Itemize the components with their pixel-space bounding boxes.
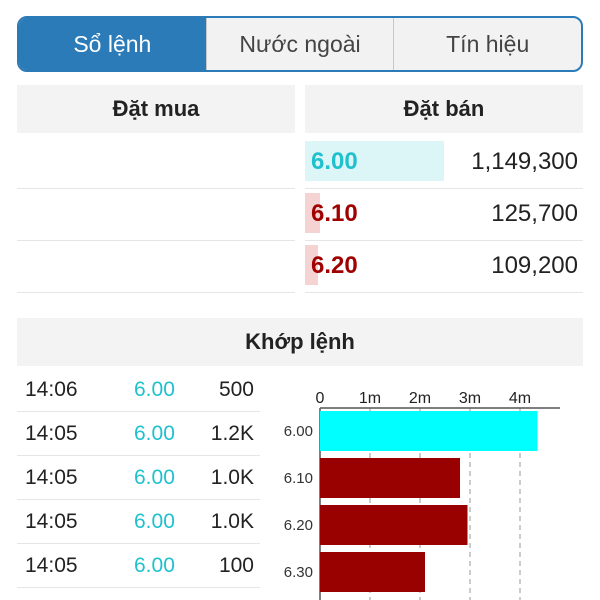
x-tick-label: 1m (359, 390, 381, 407)
trade-row: 14:05 6.00 100 (17, 544, 260, 588)
trade-row: 14:05 6.00 1.0K (17, 500, 260, 544)
sell-volume-bar (305, 193, 321, 233)
trade-row: 14:05 6.00 1.0K (17, 456, 260, 500)
chart-bar (320, 411, 538, 451)
trade-price: 6.00 (134, 466, 175, 489)
tab-bar: Sổ lệnh Nước ngoài Tín hiệu (17, 16, 583, 72)
sell-volume: 1,149,300 (471, 148, 578, 175)
x-tick-label: 4m (509, 390, 531, 407)
trade-price: 6.00 (134, 422, 175, 445)
trade-time: 14:05 (25, 422, 78, 445)
trade-price: 6.00 (134, 510, 175, 533)
matched-orders-header: Khớp lệnh (17, 318, 583, 366)
trade-volume: 1.0K (210, 510, 254, 533)
sell-order-row: 6.00 1,149,300 (305, 137, 583, 189)
chart-bar (320, 458, 460, 498)
y-tick-label: 6.20 (284, 517, 313, 534)
sell-volume-bar (305, 245, 319, 285)
sell-price: 6.10 (311, 200, 358, 227)
trade-volume: 1.0K (210, 466, 254, 489)
trade-price: 6.00 (134, 378, 175, 401)
trade-price: 6.00 (134, 554, 175, 577)
trade-row: 14:05 6.00 1.2K (17, 412, 260, 456)
x-tick-label: 0 (316, 390, 325, 407)
sell-order-row: 6.10 125,700 (305, 189, 583, 241)
x-tick-label: 3m (459, 390, 481, 407)
buy-order-row (17, 241, 295, 293)
chart-bar (320, 505, 468, 545)
sell-price: 6.20 (311, 252, 358, 279)
y-tick-label: 6.00 (284, 423, 313, 440)
sell-order-row: 6.20 109,200 (305, 241, 583, 293)
sell-orders-header: Đặt bán (305, 85, 583, 133)
buy-order-row (17, 189, 295, 241)
volume-by-price-chart: 0 1m 2m 3m 4m 6.00 6.10 6.20 6.30 (284, 390, 560, 600)
x-tick-label: 2m (409, 390, 431, 407)
trade-row: 14:06 6.00 500 (17, 368, 260, 412)
trade-volume: 100 (218, 554, 254, 577)
trade-time: 14:05 (25, 510, 78, 533)
sell-volume: 125,700 (491, 200, 578, 227)
y-tick-label: 6.30 (284, 564, 313, 581)
trade-time: 14:05 (25, 554, 78, 577)
y-tick-label: 6.10 (284, 470, 313, 487)
buy-order-row (17, 137, 295, 189)
trade-volume: 500 (218, 378, 254, 401)
trade-time: 14:06 (25, 378, 78, 401)
buy-orders-header: Đặt mua (17, 85, 295, 133)
trade-time: 14:05 (25, 466, 78, 489)
sell-volume-bar (305, 141, 444, 181)
tab-so-lenh[interactable]: Sổ lệnh (19, 18, 206, 70)
sell-price: 6.00 (311, 148, 358, 175)
sell-volume: 109,200 (491, 252, 578, 279)
tab-tin-hieu[interactable]: Tín hiệu (393, 18, 581, 70)
tab-nuoc-ngoai[interactable]: Nước ngoài (205, 18, 394, 70)
trade-volume: 1.2K (210, 422, 254, 445)
chart-bar (320, 552, 425, 592)
